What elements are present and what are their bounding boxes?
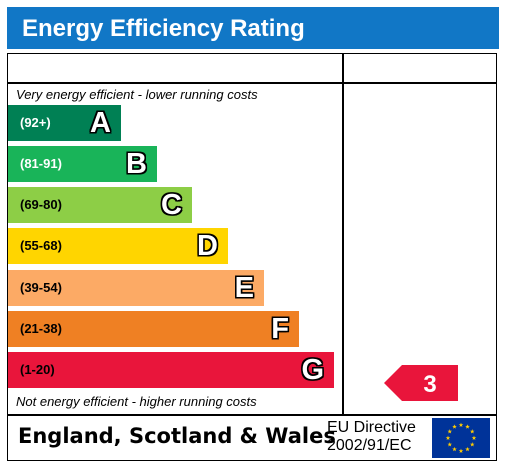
eu-star-icon [465, 424, 470, 429]
band-letter: B [126, 148, 147, 180]
eu-star-icon [447, 442, 453, 447]
eu-star-icon [447, 429, 453, 434]
current-rating-marker [384, 365, 458, 401]
band-g: (1-20) G [8, 352, 334, 388]
band-range-label: (81-91) [20, 156, 62, 171]
band-letter: F [271, 313, 289, 345]
band-range-label: (55-68) [20, 238, 62, 253]
band-letter: C [161, 189, 182, 221]
eu-star-icon [445, 435, 451, 440]
eu-star-icon [452, 446, 457, 452]
eu-star-icon [465, 446, 470, 452]
current-rating-arrow: 3 [384, 365, 458, 401]
footer-divider [7, 414, 497, 416]
band-letter: A [90, 107, 111, 139]
eu-flag-icon [432, 418, 490, 458]
title-bar: Energy Efficiency Rating [7, 7, 499, 49]
eu-directive-number: 2002/91/EC [327, 437, 412, 454]
eu-star-icon [469, 442, 475, 447]
band-f: (21-38) F [8, 311, 299, 347]
rating-frame [7, 53, 497, 461]
band-range-label: (39-54) [20, 280, 62, 295]
band-range-label: (92+) [20, 115, 51, 130]
eu-star-icon [452, 424, 457, 429]
band-e: (39-54) E [8, 270, 264, 306]
band-c: (69-80) C [8, 187, 192, 223]
band-a: (92+) A [8, 105, 121, 141]
header-divider [7, 82, 497, 84]
caption-efficient: Very energy efficient - lower running co… [16, 87, 258, 102]
band-letter: D [197, 230, 218, 262]
caption-inefficient: Not energy efficient - higher running co… [16, 394, 257, 409]
eu-star-icon [458, 448, 464, 453]
eu-star-icon [471, 435, 477, 440]
current-rating-value: 3 [423, 371, 436, 398]
band-range-label: (1-20) [20, 362, 55, 377]
band-letter: G [301, 354, 324, 386]
eu-star-icon [458, 422, 464, 427]
page-title: Energy Efficiency Rating [22, 15, 305, 42]
column-divider [342, 53, 344, 416]
band-range-label: (69-80) [20, 197, 62, 212]
footer-region: England, Scotland & Wales [18, 424, 336, 448]
band-letter: E [234, 272, 254, 304]
band-d: (55-68) D [8, 228, 228, 264]
band-b: (81-91) B [8, 146, 157, 182]
band-range-label: (21-38) [20, 321, 62, 336]
eu-star-icon [469, 429, 475, 434]
eu-directive-label: EU Directive [327, 419, 416, 436]
